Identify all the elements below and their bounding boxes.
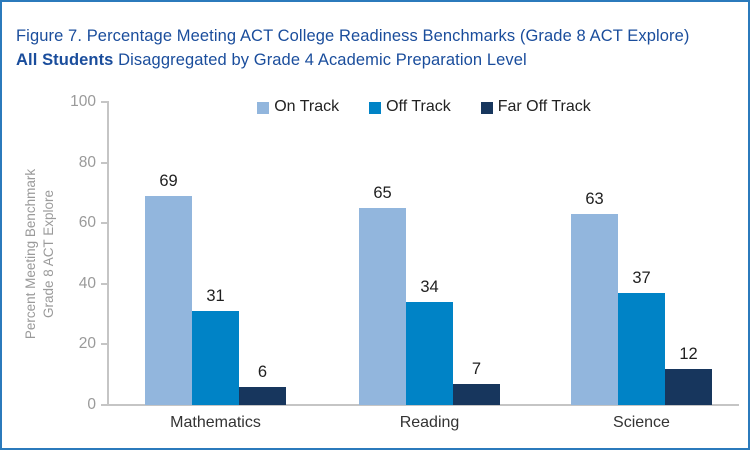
legend-label-off-track: Off Track — [386, 98, 451, 115]
figure-title: Figure 7. Percentage Meeting ACT College… — [16, 24, 690, 72]
y-tick-40 — [101, 282, 108, 285]
legend-item-off-track: Off Track — [369, 98, 451, 116]
y-axis-line — [107, 101, 109, 406]
y-tick-80 — [101, 161, 108, 164]
y-axis-title-line1: Percent Meeting Benchmark — [23, 168, 38, 340]
figure-title-subject: All Students — [16, 51, 114, 69]
legend-swatch-on-track — [257, 101, 270, 114]
bar-far-off-track-mathematics — [239, 386, 286, 405]
legend-swatch-far-off-track — [480, 101, 493, 114]
value-label-far-off-track-science: 12 — [679, 344, 698, 363]
legend-label-on-track: On Track — [274, 98, 340, 115]
bar-on-track-science — [571, 214, 618, 405]
y-tick-20 — [101, 343, 108, 346]
category-label-mathematics: Mathematics — [170, 414, 261, 431]
legend-swatch-off-track — [369, 101, 382, 114]
value-label-off-track-reading: 34 — [420, 277, 439, 296]
y-tick-100 — [101, 101, 108, 103]
category-label-science: Science — [613, 414, 670, 431]
y-tick-label-0: 0 — [87, 396, 96, 413]
figure-title-line1: Figure 7. Percentage Meeting ACT College… — [16, 27, 690, 45]
figure-title-line2-rest: Disaggregated by Grade 4 Academic Prepar… — [113, 51, 527, 69]
value-label-on-track-science: 63 — [585, 190, 604, 209]
y-axis-title: Percent Meeting Benchmark Grade 8 ACT Ex… — [22, 104, 62, 404]
y-tick-0 — [101, 404, 108, 406]
y-tick-label-20: 20 — [78, 335, 96, 353]
value-label-far-off-track-reading: 7 — [471, 359, 482, 378]
value-label-on-track-reading: 65 — [373, 184, 392, 203]
bar-far-off-track-science — [665, 368, 712, 405]
y-tick-label-80: 80 — [78, 153, 96, 171]
y-tick-label-40: 40 — [78, 274, 96, 292]
value-label-far-off-track-mathematics: 6 — [257, 362, 268, 381]
figure-title-line2: All Students Disaggregated by Grade 4 Ac… — [16, 48, 690, 72]
bar-on-track-reading — [359, 208, 406, 405]
value-label-off-track-mathematics: 31 — [206, 287, 225, 306]
bar-off-track-science — [618, 292, 665, 405]
bar-off-track-reading — [406, 301, 453, 405]
y-tick-label-60: 60 — [78, 214, 96, 232]
value-label-on-track-mathematics: 69 — [159, 171, 178, 190]
category-label-reading: Reading — [399, 414, 460, 431]
y-tick-label-100: 100 — [70, 93, 96, 110]
value-label-off-track-science: 37 — [632, 268, 651, 287]
x-axis-line — [107, 404, 739, 406]
legend-label-far-off-track: Far Off Track — [497, 98, 591, 115]
legend-item-far-off-track: Far Off Track — [480, 98, 591, 116]
y-axis-title-line2: Grade 8 ACT Explore — [41, 189, 56, 319]
chart-legend: On Track Off Track Far Off Track — [108, 98, 740, 116]
bar-on-track-mathematics — [145, 195, 192, 405]
bar-far-off-track-reading — [453, 383, 500, 405]
bar-off-track-mathematics — [192, 311, 239, 405]
legend-item-on-track: On Track — [257, 98, 339, 116]
y-tick-60 — [101, 222, 108, 225]
